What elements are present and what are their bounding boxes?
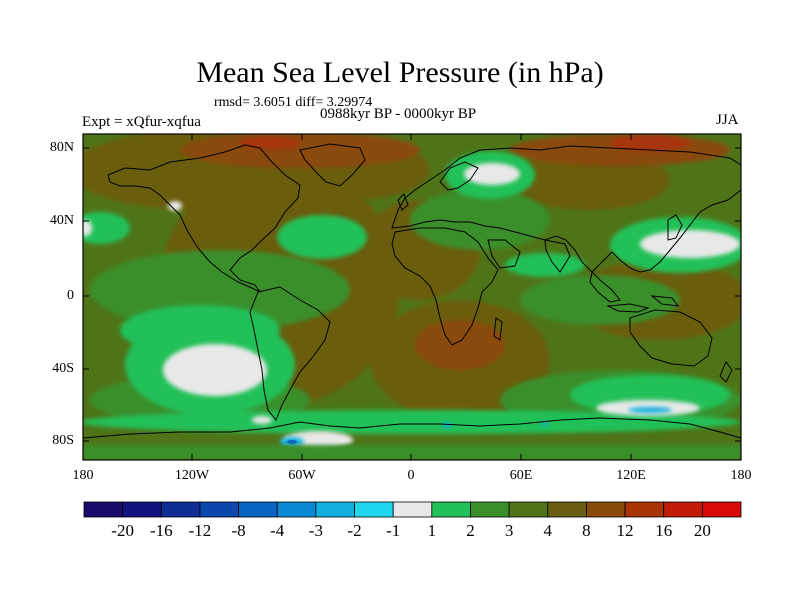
colorbar-label: 2: [466, 521, 475, 540]
colorbar-box: [199, 501, 239, 518]
lon-label-60e: 60E: [509, 468, 533, 483]
colorbar-label: -20: [111, 521, 134, 540]
colorbar-box: [701, 501, 742, 518]
lon-label-60w: 60W: [288, 468, 316, 483]
colorbar-box: [83, 501, 124, 518]
colorbar-box: [508, 501, 549, 518]
colorbar-box: [547, 501, 587, 518]
season-label: JJA: [716, 112, 739, 128]
colorbar-label: 8: [582, 521, 591, 540]
colorbar-label: -16: [149, 521, 173, 540]
lat-label-40n: 40N: [49, 213, 74, 228]
colorbar-label: -1: [386, 521, 401, 540]
colorbar-label: 20: [693, 521, 711, 540]
pressure-field: [83, 134, 741, 460]
axis-ticks: [82, 134, 742, 460]
colorbar-label: -8: [231, 521, 246, 540]
map-title: Mean Sea Level Pressure (in hPa): [196, 56, 604, 89]
lat-label-40s: 40S: [52, 361, 74, 376]
colorbar-box: [315, 501, 355, 518]
colorbar-label: -12: [188, 521, 212, 540]
lat-label-0: 0: [67, 288, 74, 303]
rmsd-diff-stats: rmsd= 3.6051 diff= 3.29974: [214, 95, 373, 110]
lon-label-0: 0: [407, 468, 415, 483]
colorbar-label: -2: [347, 521, 362, 540]
colorbar-box: [122, 501, 162, 518]
colorbar-label: 12: [616, 521, 634, 540]
lon-label-180w: 180: [72, 468, 94, 483]
colorbar-label: 3: [504, 521, 514, 540]
colorbar-label: -4: [270, 521, 285, 540]
colorbar-box: [160, 501, 201, 518]
colorbar-label: 16: [655, 521, 673, 540]
lon-label-120e: 120E: [616, 468, 646, 483]
colorbar-box: [354, 501, 394, 518]
colorbar-label: -3: [308, 521, 323, 540]
colorbar-label: 4: [543, 521, 553, 540]
colorbar-box: [392, 501, 433, 518]
colorbar-box: [470, 501, 510, 518]
coastlines: [83, 143, 741, 439]
lat-label-80n: 80N: [49, 140, 74, 155]
lon-label-120w: 120W: [174, 468, 210, 483]
colorbar-box: [624, 501, 665, 518]
colorbar-label: 1: [427, 521, 437, 540]
colorbar-box: [276, 501, 317, 518]
time-period-label: 0988kyr BP - 0000kyr BP: [320, 106, 477, 122]
colorbar-box: [663, 501, 703, 518]
colorbar: [83, 501, 742, 518]
map-frame: [82, 133, 742, 461]
lon-label-180e: 180: [730, 468, 752, 483]
lat-label-80s: 80S: [52, 433, 74, 448]
colorbar-box: [431, 501, 471, 518]
colorbar-box: [238, 501, 278, 518]
colorbar-box: [586, 501, 626, 518]
experiment-label: Expt = xQfur-xqfua: [82, 114, 201, 130]
